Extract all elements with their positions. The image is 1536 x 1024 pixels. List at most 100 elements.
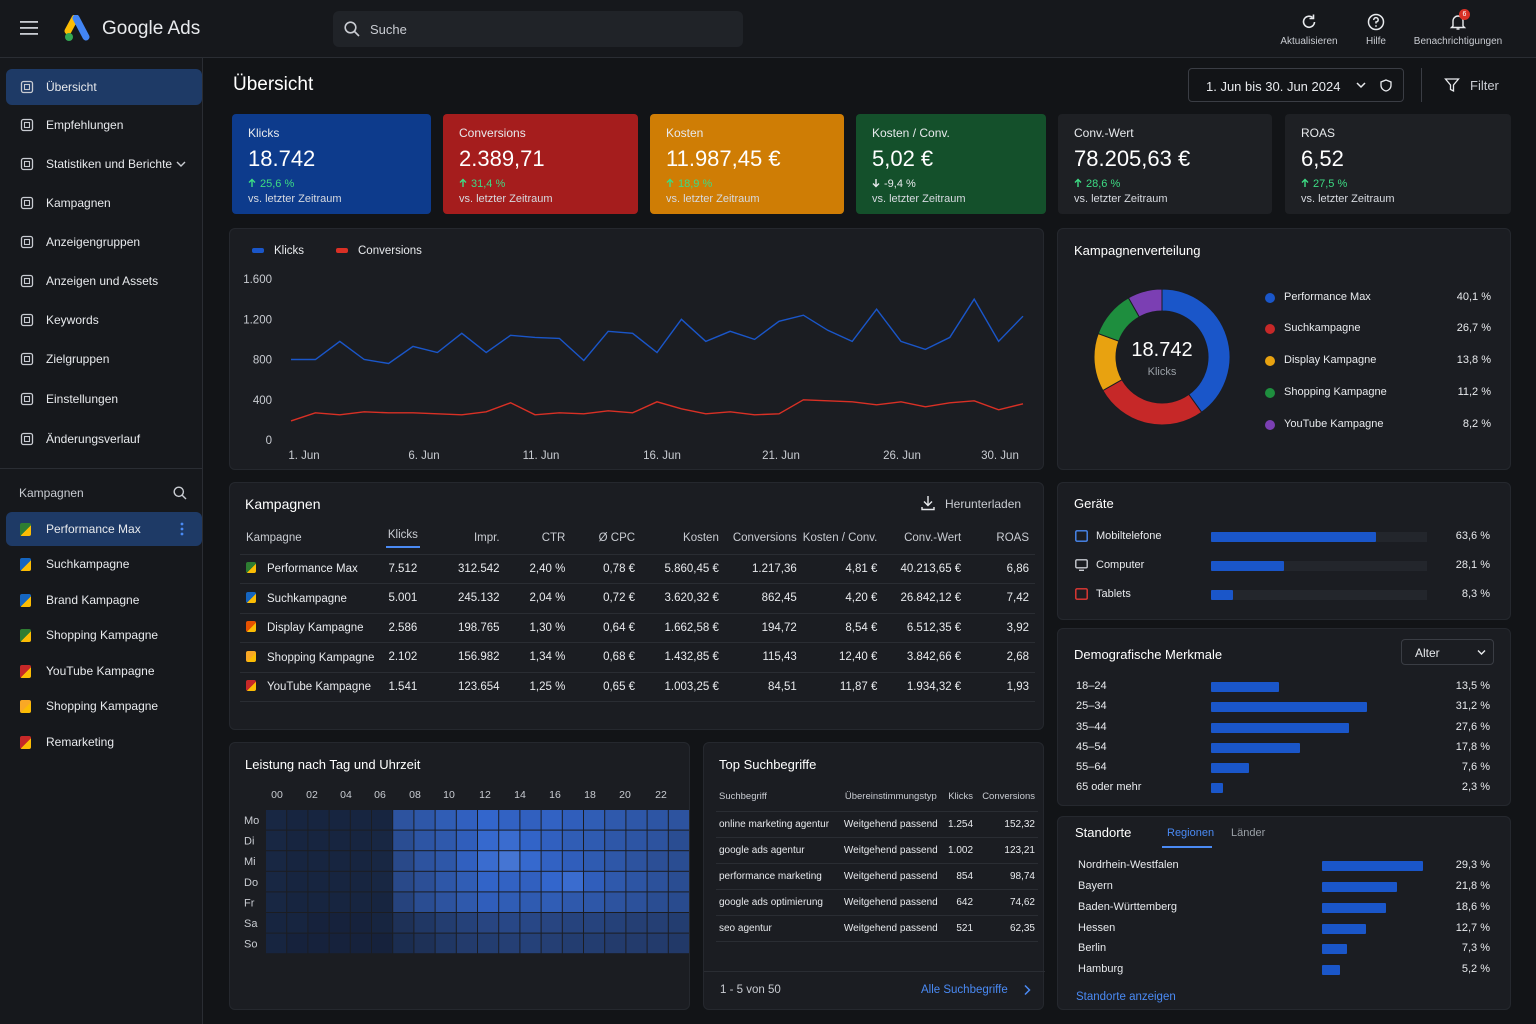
heatmap-cell[interactable] — [668, 933, 689, 954]
heatmap-cell[interactable] — [668, 892, 689, 912]
age-group-row-65-oder-mehr[interactable]: 65 oder mehr 2,3 % — [1058, 780, 1510, 796]
heatmap-cell[interactable] — [372, 892, 393, 912]
heatmap-cell[interactable] — [308, 851, 329, 871]
heatmap-cell[interactable] — [499, 913, 520, 933]
heatmap-cell[interactable] — [478, 913, 499, 933]
heatmap-cell[interactable] — [393, 871, 414, 892]
table-row[interactable]: performance marketing Weitgehend passend 8… — [716, 863, 1038, 889]
campaign-name-cell[interactable]: Suchkampagne — [240, 584, 380, 614]
table-row[interactable]: seo agentur Weitgehend passend 521 62,35 — [716, 915, 1038, 941]
column-header-kosten-conv[interactable]: Kosten / Conv. — [802, 532, 878, 545]
kpi-card-roas[interactable]: ROAS 6,52 27,5 % vs. letzter Zeitraum — [1285, 114, 1511, 214]
heatmap-cell[interactable] — [414, 871, 435, 892]
heatmap-cell[interactable] — [372, 933, 393, 954]
heatmap-cell[interactable] — [626, 933, 647, 954]
campaign-name-cell[interactable]: YouTube Kampagne — [240, 672, 380, 702]
heatmap-cell[interactable] — [562, 830, 583, 851]
heatmap-cell[interactable] — [393, 851, 414, 871]
donut-slice-suchkampagne[interactable] — [1102, 378, 1203, 426]
heatmap-cell[interactable] — [605, 892, 626, 912]
kpi-card-kosten[interactable]: Kosten 11.987,45 € 18,9 % vs. letzter Zeitr… — [650, 114, 844, 214]
heatmap-cell[interactable] — [287, 810, 308, 830]
sidebar-campaign-youtube-kampagne[interactable]: YouTube Kampagne — [6, 654, 202, 688]
heatmap-cell[interactable] — [456, 913, 477, 933]
heatmap-cell[interactable] — [541, 851, 562, 871]
heatmap-cell[interactable] — [456, 851, 477, 871]
age-group-row-55-64[interactable]: 55–64 7,6 % — [1058, 760, 1510, 776]
heatmap-cell[interactable] — [456, 933, 477, 954]
heatmap-cell[interactable] — [414, 810, 435, 830]
help-button[interactable]: Hilfe — [1356, 10, 1396, 50]
location-row-hessen[interactable]: Hessen 12,7 % — [1058, 921, 1510, 937]
donut-slice-youtube-kampagne[interactable] — [1127, 288, 1163, 318]
heatmap-cell[interactable] — [350, 810, 371, 830]
sidebar-item-zielgruppen[interactable]: Zielgruppen — [6, 341, 202, 377]
heatmap-cell[interactable] — [350, 830, 371, 851]
heatmap-cell[interactable] — [499, 810, 520, 830]
heatmap-cell[interactable] — [414, 913, 435, 933]
heatmap-cell[interactable] — [308, 892, 329, 912]
table-row[interactable]: Display Kampagne 2.586 198.765 1,30 % 0,64 €… — [240, 613, 1035, 643]
heatmap-cell[interactable] — [393, 830, 414, 851]
heatmap-cell[interactable] — [626, 913, 647, 933]
heatmap-cell[interactable] — [393, 933, 414, 954]
chevron-right-icon[interactable] — [1023, 984, 1031, 996]
sidebar-item-einstellungen[interactable]: Einstellungen — [6, 381, 202, 417]
heatmap-cell[interactable] — [668, 810, 689, 830]
legend-row-display-kampagne[interactable]: Display Kampagne 13,8 % — [1265, 354, 1491, 368]
heatmap-cell[interactable] — [584, 810, 605, 830]
heatmap-cell[interactable] — [350, 913, 371, 933]
heatmap-cell[interactable] — [626, 892, 647, 912]
location-row-hamburg[interactable]: Hamburg 5,2 % — [1058, 962, 1510, 978]
heatmap-cell[interactable] — [414, 830, 435, 851]
heatmap-cell[interactable] — [372, 913, 393, 933]
heatmap-cell[interactable] — [520, 830, 541, 851]
all-search-terms-link[interactable]: Alle Suchbegriffe — [921, 984, 1008, 996]
heatmap-cell[interactable] — [308, 810, 329, 830]
heatmap-cell[interactable] — [668, 851, 689, 871]
heatmap-cell[interactable] — [668, 871, 689, 892]
heatmap-cell[interactable] — [435, 810, 456, 830]
demographics-select[interactable]: Alter — [1401, 639, 1494, 665]
heatmap-cell[interactable] — [647, 830, 668, 851]
heatmap-cell[interactable] — [350, 892, 371, 912]
sidebar-campaign-brand-kampagne[interactable]: Brand Kampagne — [6, 583, 202, 617]
column-header-roas[interactable]: ROAS — [996, 532, 1029, 545]
device-row-mobiltelefone[interactable]: Mobiltelefone 63,6 % — [1058, 529, 1510, 545]
heatmap-cell[interactable] — [435, 871, 456, 892]
heatmap-cell[interactable] — [266, 892, 287, 912]
heatmap-cell[interactable] — [350, 933, 371, 954]
heatmap-cell[interactable] — [499, 830, 520, 851]
heatmap-cell[interactable] — [308, 933, 329, 954]
heatmap-cell[interactable] — [393, 913, 414, 933]
sidebar-item-kampagnen[interactable]: Kampagnen — [6, 185, 202, 221]
heatmap-cell[interactable] — [372, 810, 393, 830]
heatmap-cell[interactable] — [287, 892, 308, 912]
heatmap-cell[interactable] — [329, 830, 350, 851]
search-box[interactable]: Suche — [333, 11, 743, 47]
heatmap-cell[interactable] — [350, 871, 371, 892]
heatmap-cell[interactable] — [266, 810, 287, 830]
heatmap-cell[interactable] — [329, 933, 350, 954]
tab-laender[interactable]: Länder — [1231, 827, 1266, 839]
heatmap-cell[interactable] — [308, 830, 329, 851]
heatmap-cell[interactable] — [372, 871, 393, 892]
heatmap-cell[interactable] — [626, 830, 647, 851]
column-header-klicks[interactable]: Klicks — [380, 523, 432, 554]
heatmap-cell[interactable] — [287, 851, 308, 871]
column-header-conversions[interactable]: Conversions — [982, 791, 1035, 803]
column-header-klicks[interactable]: Klicks — [948, 791, 974, 803]
heatmap-cell[interactable] — [584, 830, 605, 851]
heatmap-cell[interactable] — [584, 871, 605, 892]
location-row-baden-wuerttemberg[interactable]: Baden-Württemberg 18,6 % — [1058, 900, 1510, 916]
heatmap-cell[interactable] — [499, 851, 520, 871]
legend-row-performance-max[interactable]: Performance Max 40,1 % — [1265, 291, 1491, 305]
heatmap-cell[interactable] — [584, 913, 605, 933]
column-header-ctr[interactable]: CTR — [541, 532, 566, 545]
heatmap-cell[interactable] — [478, 871, 499, 892]
column-header-suchbegriff[interactable]: Suchbegriff — [719, 791, 767, 803]
heatmap-cell[interactable] — [329, 810, 350, 830]
heatmap-cell[interactable] — [584, 933, 605, 954]
campaign-name-cell[interactable]: Display Kampagne — [240, 613, 380, 643]
table-row[interactable]: YouTube Kampagne 1.541 123.654 1,25 % 0,65 €… — [240, 672, 1035, 702]
